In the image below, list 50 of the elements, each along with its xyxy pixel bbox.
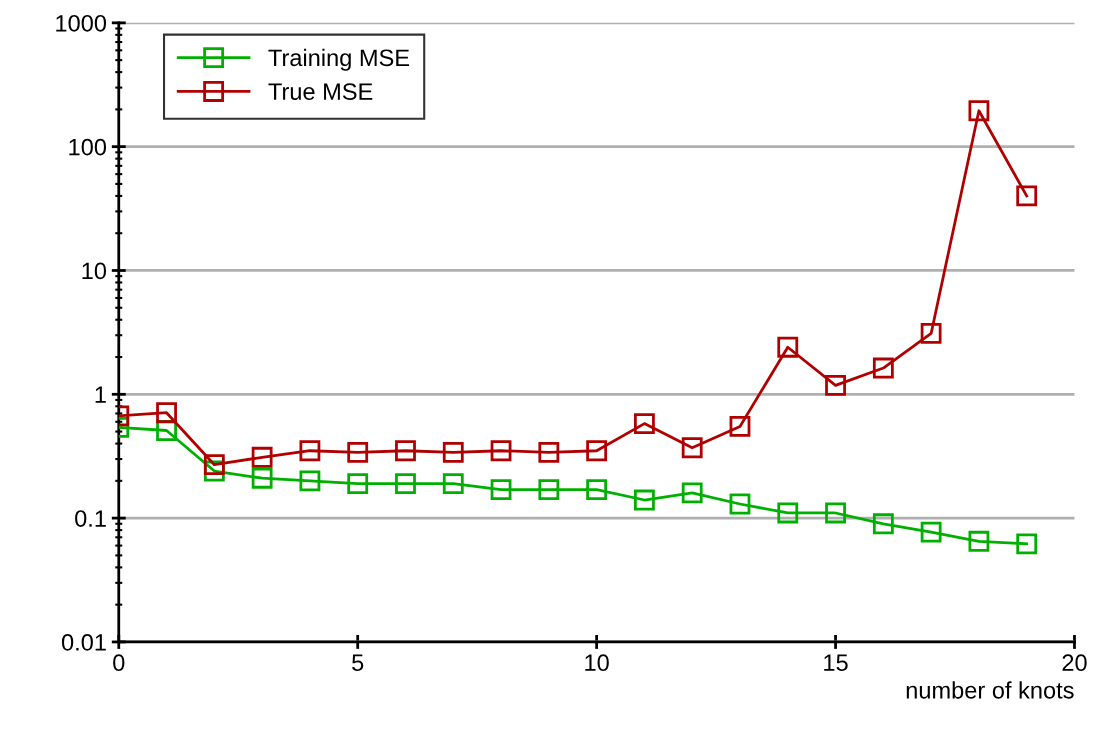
legend-label: Training MSE xyxy=(268,48,410,71)
point xyxy=(633,489,655,511)
point xyxy=(395,440,416,462)
point xyxy=(299,440,321,462)
point xyxy=(586,479,608,500)
x-axis-title: number of knots xyxy=(906,681,1074,699)
point xyxy=(681,437,703,459)
legend-label: True MSE xyxy=(268,83,373,100)
point xyxy=(586,440,608,462)
point xyxy=(729,493,751,515)
y-tick-label: 0.01 xyxy=(61,634,106,651)
x-tick-label: 0 xyxy=(113,654,125,672)
point xyxy=(1016,533,1038,555)
point xyxy=(442,441,464,463)
point xyxy=(872,513,894,535)
point xyxy=(490,440,512,462)
point xyxy=(968,100,990,122)
point xyxy=(825,502,846,524)
point xyxy=(681,482,703,504)
point xyxy=(203,454,225,476)
point xyxy=(777,336,799,358)
point xyxy=(633,413,655,434)
x-tick-label: 20 xyxy=(1062,654,1087,672)
y-tick-label: 10 xyxy=(82,262,107,280)
y-tick-label: 100 xyxy=(69,138,107,156)
point xyxy=(347,473,369,495)
point xyxy=(299,470,321,492)
point xyxy=(442,473,464,495)
point xyxy=(1016,185,1038,207)
point xyxy=(920,521,942,543)
point xyxy=(777,502,799,524)
x-tick-label: 10 xyxy=(585,654,609,672)
y-tick-label: 1 xyxy=(95,386,106,403)
point xyxy=(395,473,416,495)
point xyxy=(825,374,846,396)
point xyxy=(538,479,560,500)
point xyxy=(490,479,512,500)
point xyxy=(347,441,369,463)
point xyxy=(872,357,894,379)
point xyxy=(968,530,990,552)
point xyxy=(251,446,273,468)
point xyxy=(156,402,177,424)
point xyxy=(729,416,751,437)
point xyxy=(920,323,942,344)
x-tick-label: 15 xyxy=(824,654,848,672)
x-tick-label: 5 xyxy=(352,654,364,672)
y-tick-label: 0.1 xyxy=(75,510,106,527)
y-tick-label: 1000 xyxy=(56,14,107,32)
point xyxy=(538,441,560,463)
point xyxy=(251,467,273,489)
